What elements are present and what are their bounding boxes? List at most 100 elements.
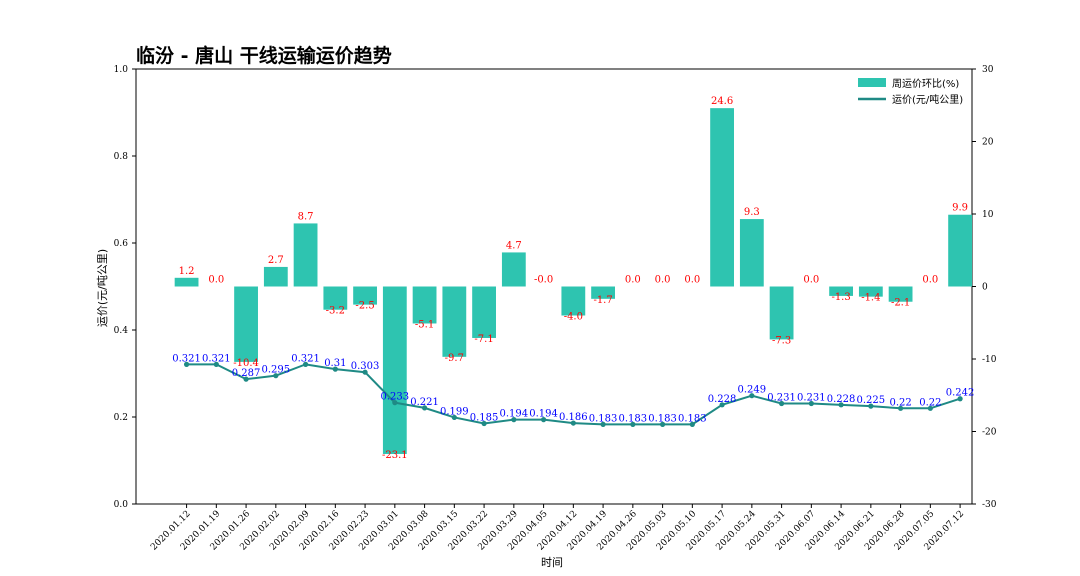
y-axis-label-left: 运价(元/吨公里) (96, 249, 109, 327)
bar-mark (353, 286, 377, 305)
line-point (868, 403, 874, 409)
bar-mark (472, 286, 496, 338)
line-value-label: 0.321 (202, 353, 231, 364)
bar-value-label: 8.7 (298, 211, 314, 222)
line-point (600, 421, 606, 427)
line-point (362, 369, 368, 375)
bar-value-label: -2.5 (355, 301, 374, 312)
bar-value-label: -0.0 (534, 275, 553, 286)
bar-mark (591, 286, 615, 299)
line-point (481, 420, 487, 427)
bar-mark (174, 277, 199, 287)
bar-mark (412, 286, 437, 324)
y-tick-label-right: -10 (982, 355, 997, 365)
line-point (332, 366, 338, 372)
line-point (897, 405, 904, 411)
line-value-label: 0.183 (619, 413, 648, 424)
line-point (570, 420, 576, 426)
line-value-label: 0.228 (708, 394, 737, 405)
line-point (659, 421, 666, 427)
bar-mark (263, 266, 288, 287)
line-point (927, 405, 933, 411)
bar-mark (858, 286, 883, 297)
y-tick-label-right: 10 (982, 210, 994, 220)
line-value-label: 0.22 (889, 397, 911, 408)
legend-swatch-bar (858, 78, 886, 87)
bar-value-label: 9.9 (952, 203, 968, 214)
legend-label-bar: 周运价环比(%) (892, 78, 959, 90)
bar-value-label: 24.6 (711, 96, 733, 107)
line-value-label: 0.295 (262, 365, 291, 376)
bar-value-label: 0.0 (684, 275, 700, 286)
bar-value-label: 1.2 (179, 266, 195, 277)
line-value-label: 0.242 (946, 388, 975, 399)
line-value-label: 0.321 (291, 353, 320, 364)
line-value-label: 0.194 (500, 409, 529, 420)
legend: 周运价环比(%) 运价(元/吨公里) (858, 78, 963, 106)
bar-value-label: 0.0 (803, 275, 819, 286)
y-tick-label-right: 0 (982, 283, 988, 293)
y-tick-label-left: 0.6 (114, 239, 129, 249)
line-point (808, 400, 814, 407)
bar-mark (442, 286, 467, 357)
x-axis-label: 时间 (541, 556, 563, 569)
bar-value-label: -7.3 (772, 335, 791, 346)
line-value-label: 0.183 (589, 413, 618, 424)
line-point (957, 396, 963, 402)
bar-mark (769, 286, 794, 340)
line-value-label: 0.186 (559, 412, 588, 423)
line-point (273, 373, 279, 379)
bar-value-label: -10.4 (233, 358, 259, 369)
line-value-label: 0.233 (381, 392, 410, 403)
y-tick-label-left: 0.0 (114, 500, 129, 510)
bar-mark (888, 286, 913, 302)
line-value-label: 0.287 (232, 368, 261, 379)
bar-value-label: -7.1 (474, 334, 493, 345)
bar-mark (323, 286, 348, 310)
line-value-label: 0.183 (678, 413, 707, 424)
line-value-label: 0.249 (738, 385, 767, 396)
bar-value-label: 9.3 (744, 207, 760, 218)
legend-label-line: 运价(元/吨公里) (892, 93, 963, 106)
bar-mark (948, 214, 972, 287)
y-tick-label-right: -20 (982, 428, 997, 438)
line-point (719, 402, 725, 408)
line-value-label: 0.194 (529, 409, 558, 420)
line-point (183, 361, 190, 367)
line-point (511, 417, 517, 423)
bar-mark (501, 252, 526, 287)
bar-value-label: -2.1 (891, 298, 910, 309)
y-tick-label-left: 0.4 (114, 326, 129, 336)
line-value-label: 0.221 (410, 397, 439, 408)
bar-value-label: 0.0 (625, 275, 641, 286)
line-value-label: 0.231 (797, 393, 826, 404)
line-point (421, 405, 428, 411)
y-tick-label-right: 30 (982, 65, 994, 75)
bar-mark (293, 223, 318, 287)
line-value-label: 0.225 (857, 395, 886, 406)
y-tick-label-right: -30 (982, 500, 997, 510)
bar-value-label: 4.7 (506, 240, 522, 251)
bar-value-label: -1.3 (831, 292, 850, 303)
line-point (302, 361, 309, 367)
y-tick-label-left: 0.2 (114, 413, 128, 423)
bar-value-label: -23.1 (382, 450, 408, 461)
y-tick-label-left: 1.0 (114, 65, 129, 75)
bar-value-label: 0.0 (655, 275, 671, 286)
line-point (689, 421, 695, 427)
line-value-label: 0.185 (470, 413, 499, 424)
line-value-label: 0.321 (172, 353, 201, 364)
line-value-label: 0.22 (919, 397, 941, 408)
bar-mark (710, 108, 734, 287)
bar-mark (234, 286, 258, 362)
bar-mark (829, 286, 853, 296)
bar-value-label: 2.7 (268, 255, 284, 266)
line-point (540, 417, 547, 423)
line-value-label: 0.31 (324, 358, 346, 369)
line-point (778, 400, 785, 407)
line-point (630, 421, 636, 427)
line-point (213, 361, 219, 367)
bar-value-label: -3.2 (326, 306, 345, 317)
bar-value-label: -4.0 (564, 312, 583, 323)
